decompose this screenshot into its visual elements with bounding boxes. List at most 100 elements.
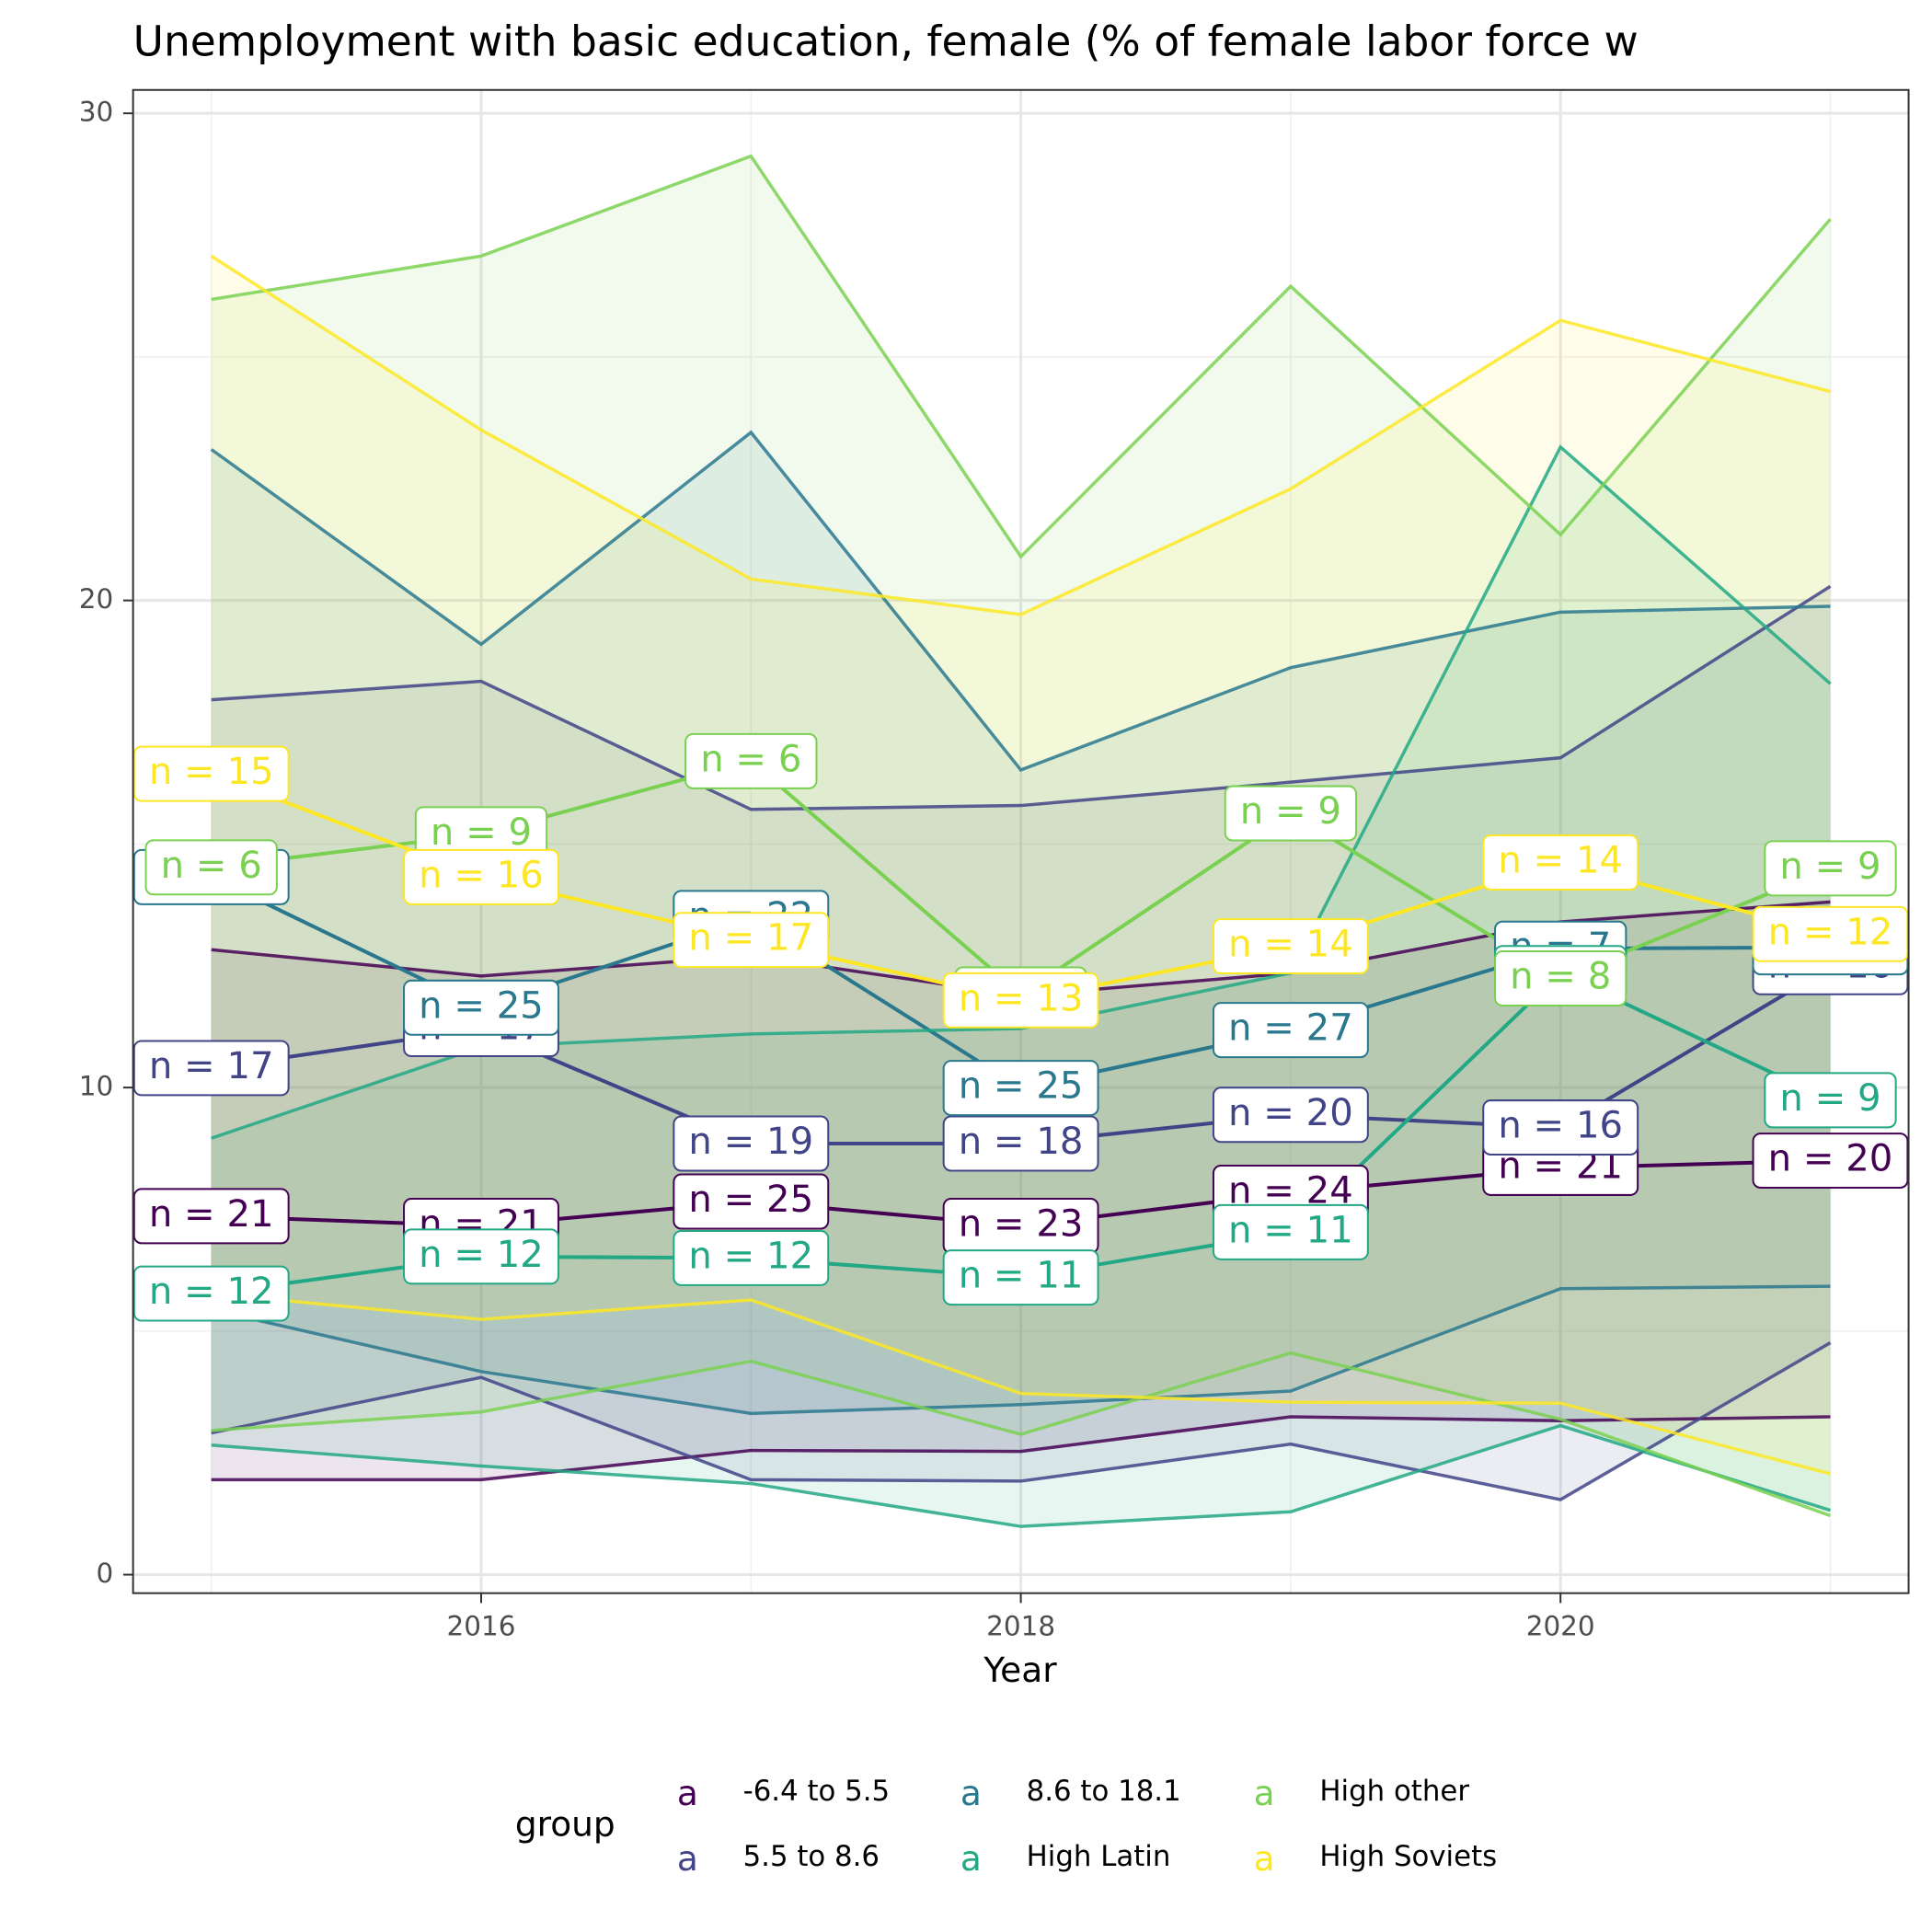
n-label: n = 25: [403, 979, 559, 1036]
n-label-text: n = 18: [959, 1121, 1084, 1163]
n-label: n = 27: [1212, 1002, 1369, 1059]
n-label-text: n = 14: [1498, 839, 1623, 881]
n-label-text: n = 25: [419, 984, 544, 1027]
n-label: n = 23: [942, 1198, 1099, 1254]
n-label: n = 14: [1482, 834, 1639, 891]
low-line: [211, 1284, 1831, 1416]
n-label-text: n = 12: [1768, 911, 1893, 953]
n-label: n = 21: [132, 1188, 290, 1245]
legend-key: a: [960, 1773, 982, 1813]
low-line: [211, 1351, 1832, 1518]
ribbon: [211, 155, 1831, 1516]
n-label: n = 20: [1752, 1133, 1909, 1190]
label-box: [1482, 834, 1639, 891]
n-label: n = 6: [144, 839, 278, 896]
n-label: n = 11: [1212, 1203, 1369, 1260]
n-label-text: n = 21: [149, 1193, 274, 1236]
ribbon: [211, 431, 1831, 1414]
label-box: [1752, 1133, 1909, 1190]
n-label-text: n = 12: [419, 1234, 544, 1276]
label-box: [942, 1115, 1099, 1172]
legend-key: a: [1254, 1838, 1275, 1879]
label-box: [132, 1265, 290, 1322]
n-label-text: n = 11: [1228, 1209, 1353, 1251]
n-label: n = 9: [1764, 840, 1897, 897]
legend-key: a: [960, 1838, 982, 1879]
label-box: [1482, 1099, 1639, 1156]
n-label-text: n = 20: [1228, 1092, 1353, 1134]
label-box: [1764, 840, 1897, 897]
n-label: n = 25: [673, 1173, 830, 1230]
n-label-text: n = 6: [700, 738, 801, 780]
label-box: [673, 1115, 830, 1172]
n-label: n = 16: [403, 848, 559, 905]
n-label-text: n = 9: [1240, 790, 1341, 833]
n-label-text: n = 11: [959, 1255, 1084, 1297]
n-label-text: n = 16: [419, 854, 544, 896]
n-label: n = 9: [414, 806, 548, 863]
y-tick-label: 30: [79, 97, 113, 128]
legend-label: -6.4 to 5.5: [743, 1775, 891, 1808]
label-box: [132, 745, 290, 802]
y-tick-label: 0: [96, 1558, 113, 1589]
n-label-text: n = 6: [161, 845, 262, 887]
n-label: n = 9: [1764, 1072, 1897, 1129]
label-box: [673, 1229, 830, 1286]
n-label-text: n = 15: [149, 751, 274, 793]
x-tick-label: 2016: [447, 1611, 516, 1642]
n-label-text: n = 14: [1228, 924, 1353, 966]
low-line: [211, 1423, 1832, 1528]
y-tick-label: 20: [79, 583, 113, 615]
ribbon: [211, 902, 1831, 1480]
n-label: n = 16: [1482, 1099, 1639, 1156]
y-tick-label: 10: [79, 1071, 113, 1102]
n-label-text: n = 23: [959, 1202, 1084, 1245]
n-label: n = 12: [132, 1265, 290, 1322]
label-box: [942, 1060, 1099, 1117]
n-label: n = 9: [1224, 785, 1358, 842]
label-box: [1212, 1002, 1369, 1059]
label-box: [942, 972, 1099, 1029]
n-label: n = 19: [673, 1115, 830, 1172]
plot-border: [132, 88, 1910, 1594]
n-label-text: n = 12: [688, 1235, 813, 1277]
n-label-text: n = 13: [959, 977, 1084, 1019]
label-box: [1752, 905, 1909, 962]
label-box: [1764, 1072, 1897, 1129]
n-label: n = 25: [942, 1060, 1099, 1117]
n-label: n = 14: [1212, 918, 1369, 975]
label-box: [1212, 1087, 1369, 1144]
n-label-text: n = 17: [688, 917, 813, 960]
label-box: [673, 1173, 830, 1230]
n-label: n = 13: [942, 972, 1099, 1029]
n-label: n = 11: [942, 1249, 1099, 1306]
legend-key: a: [1254, 1773, 1275, 1813]
low-line: [211, 1341, 1832, 1501]
n-label-text: n = 20: [1768, 1138, 1893, 1180]
label-box: [144, 839, 278, 896]
x-tick-label: 2020: [1526, 1611, 1595, 1642]
n-label: n = 17: [132, 1040, 290, 1097]
high-line: [210, 254, 1831, 616]
n-label: n = 8: [1494, 950, 1627, 1006]
n-label-text: n = 12: [149, 1271, 274, 1313]
legend-key: a: [677, 1838, 698, 1879]
legend-label: 8.6 to 18.1: [1027, 1775, 1181, 1808]
legend-label: High Soviets: [1319, 1840, 1497, 1873]
n-label-text: n = 8: [1510, 956, 1611, 998]
legend-label: High Latin: [1027, 1840, 1171, 1873]
n-label-text: n = 9: [431, 811, 532, 854]
high-line: [210, 430, 1831, 772]
n-label: n = 17: [673, 912, 830, 969]
label-box: [403, 1228, 559, 1285]
label-box: [1212, 1203, 1369, 1260]
label-box: [1494, 950, 1627, 1006]
n-label-text: n = 25: [959, 1065, 1084, 1108]
legend-label: High other: [1319, 1775, 1469, 1808]
label-box: [403, 848, 559, 905]
legend-key: a: [677, 1773, 698, 1813]
n-label-text: n = 25: [688, 1179, 813, 1221]
label-box: [1212, 918, 1369, 975]
n-label: n = 18: [942, 1115, 1099, 1172]
n-label: n = 12: [403, 1228, 559, 1285]
